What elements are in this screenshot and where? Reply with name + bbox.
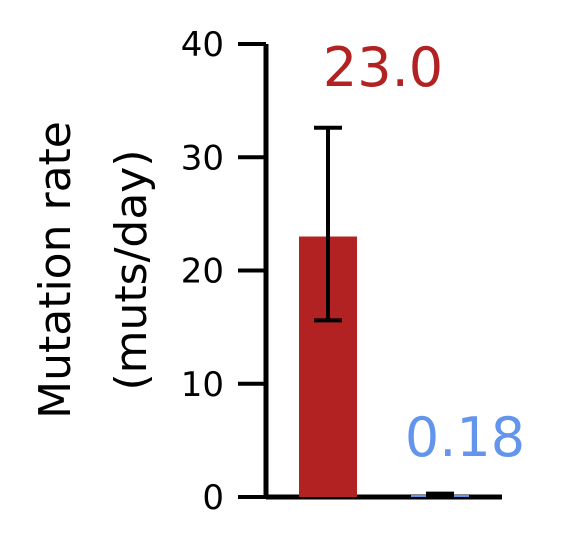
bars [299, 125, 469, 499]
data-labels: 23.0 0.18 [323, 36, 525, 469]
y-tick-label-20: 20 [181, 252, 224, 292]
y-tick-label-10: 10 [181, 365, 224, 405]
y-axis-label-line-1: Mutation rate [30, 121, 81, 419]
y-tick-label-30: 30 [181, 138, 224, 178]
y-tick-label-40: 40 [181, 25, 224, 65]
error-bar-2 [426, 491, 454, 499]
data-label-1: 23.0 [323, 36, 443, 99]
error-bar-1 [314, 125, 342, 323]
data-label-2: 0.18 [405, 406, 525, 469]
y-tick-label-0: 0 [202, 478, 224, 518]
y-axis-label: Mutation rate (muts/day) [30, 121, 157, 419]
y-axis-label-line-2: (muts/day) [106, 149, 157, 390]
